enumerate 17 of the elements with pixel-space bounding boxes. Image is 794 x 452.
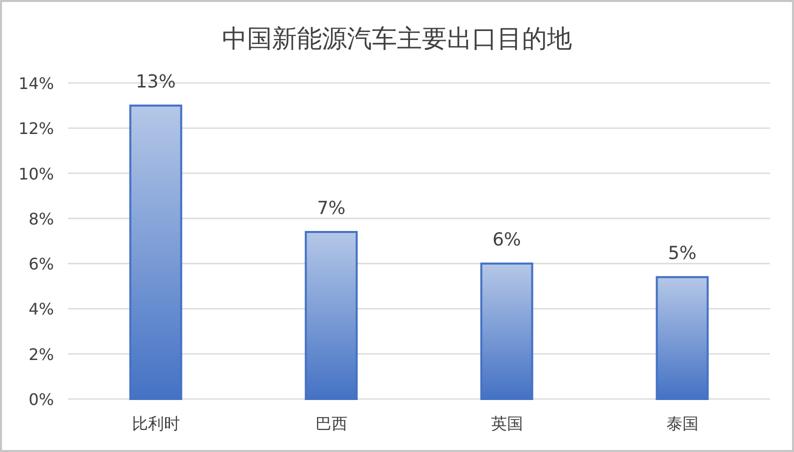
y-tick: 14% — [18, 74, 54, 93]
y-tick: 0% — [28, 390, 54, 409]
x-tick: 英国 — [490, 414, 523, 433]
y-tick: 6% — [28, 254, 54, 274]
data-label: 7% — [316, 198, 346, 219]
data-label: 13% — [136, 72, 176, 93]
x-tick: 巴西 — [315, 414, 348, 433]
y-tick: 10% — [18, 164, 54, 184]
title: 中国新能源汽车主要出口目的地 — [222, 24, 572, 53]
y-tick: 2% — [28, 344, 54, 364]
x-tick: 泰国 — [666, 414, 698, 433]
x-tick: 比利时 — [132, 414, 180, 433]
y-tick: 12% — [18, 119, 54, 138]
y-tick: 8% — [28, 209, 54, 228]
data-label: 5% — [668, 243, 697, 264]
y-tick: 4% — [28, 300, 54, 319]
data-label: 6% — [492, 230, 522, 251]
